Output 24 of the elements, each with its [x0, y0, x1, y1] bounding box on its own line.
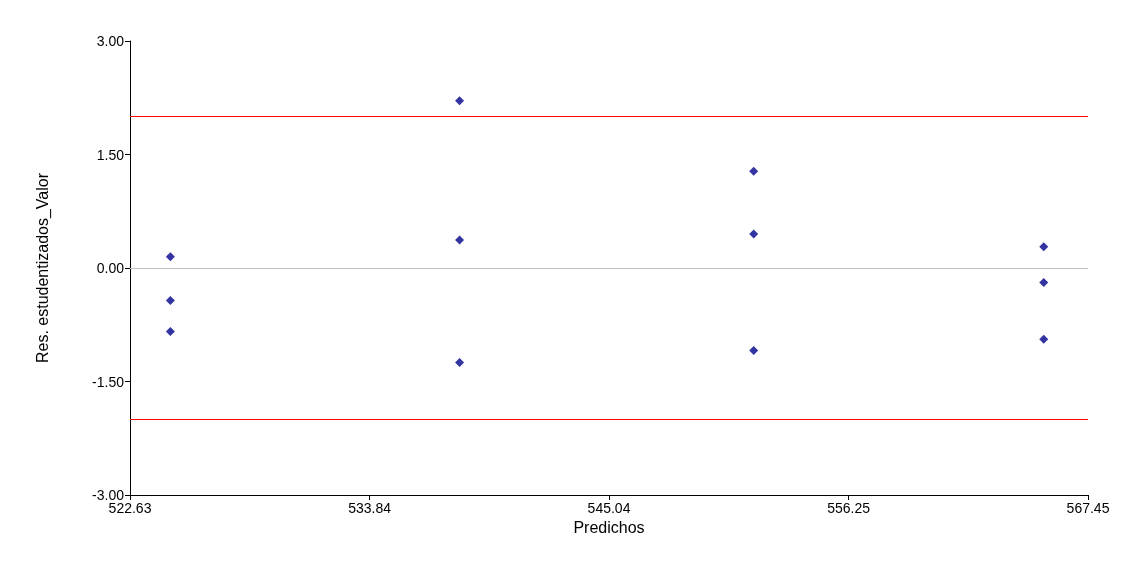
point — [1039, 334, 1049, 344]
x-tick-label: 567.45 — [1066, 500, 1110, 516]
y-tick-label: 0.00 — [96, 260, 125, 276]
point — [749, 166, 759, 176]
y-axis-title: Res. estudentizados_Valor — [33, 172, 52, 364]
x-tick-label: 545.04 — [587, 500, 631, 516]
point — [165, 327, 175, 337]
x-tick-label: 533.84 — [348, 500, 392, 516]
point — [455, 96, 465, 106]
x-tick-label: 556.25 — [827, 500, 871, 516]
point — [749, 229, 759, 239]
y-tick-label: -3.00 — [92, 487, 125, 503]
point — [1039, 277, 1049, 287]
point — [749, 345, 759, 355]
point — [455, 235, 465, 245]
y-tick-label: 1.50 — [96, 146, 125, 163]
point — [165, 296, 175, 306]
point — [455, 358, 465, 368]
x-axis-title: Predichos — [573, 519, 645, 537]
point — [1039, 242, 1049, 252]
x-tick-label: 522.63 — [108, 500, 152, 516]
y-tick-label: 3.00 — [96, 33, 125, 49]
point — [165, 252, 175, 262]
y-tick-label: -1.50 — [92, 373, 125, 390]
